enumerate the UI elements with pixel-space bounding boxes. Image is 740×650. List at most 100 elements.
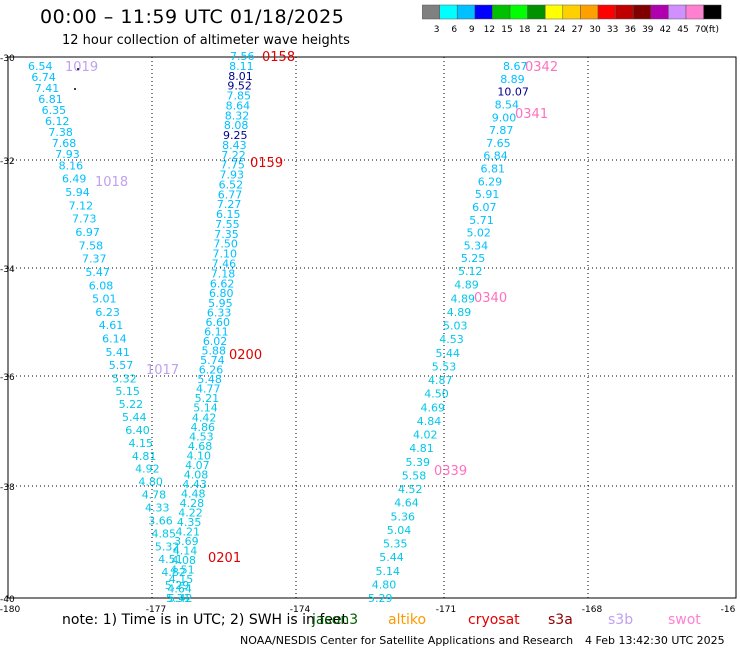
wave-height-value: 7.12	[69, 199, 94, 212]
wave-height-value: 4.15	[129, 437, 154, 450]
wave-height-value: 7.93	[55, 148, 80, 161]
wave-height-value: 4.81	[132, 450, 157, 463]
wave-height-value: 5.29	[165, 579, 190, 592]
wave-height-value: 4.85	[152, 527, 177, 540]
longitude-label: -174	[290, 605, 311, 615]
wave-height-value: 6.15	[216, 208, 241, 221]
wave-height-value: 5.44	[122, 411, 147, 424]
wave-height-value: 7.41	[35, 82, 60, 95]
wave-height-value: 7.50	[213, 238, 238, 251]
wave-height-value: 4.89	[451, 292, 476, 305]
wave-height-value: 5.42	[168, 592, 193, 605]
legend-label: 24	[554, 25, 566, 35]
wave-height-value: 5.15	[115, 385, 140, 398]
wave-height-value: 4.82	[161, 566, 186, 579]
map-subtitle: 12 hour collection of altimeter wave hei…	[62, 33, 350, 48]
wave-height-value: 7.37	[82, 253, 107, 266]
wave-height-value: 6.02	[203, 335, 228, 348]
wave-height-value: 7.22	[221, 149, 246, 162]
wave-height-value: 7.27	[217, 198, 242, 211]
wave-height-value: 7.58	[79, 239, 104, 252]
wave-height-value: 5.21	[195, 392, 220, 405]
wave-height-value: 5.44	[379, 551, 404, 564]
wave-height-value: 5.29	[368, 592, 393, 605]
legend-label: 12	[484, 25, 495, 35]
wave-height-value: 8.89	[500, 73, 525, 86]
wave-height-value: 6.23	[95, 306, 120, 319]
pass-time-label: 0159	[250, 156, 283, 171]
wave-height-value: 5.39	[406, 456, 431, 469]
satellite-jason3: jason3	[312, 612, 359, 628]
wave-height-value: 5.31	[166, 592, 191, 605]
legend-label: 33	[607, 25, 618, 35]
track-point-marker	[74, 88, 76, 90]
wave-height-value: 8.08	[224, 119, 249, 132]
satellite-s3b: s3b	[608, 612, 634, 628]
wave-height-value: 4.15	[169, 573, 194, 586]
wave-height-value: 4.86	[191, 421, 216, 434]
legend-label: 42	[660, 25, 671, 35]
longitude-label: -180	[0, 605, 20, 615]
legend-label: 18	[519, 25, 531, 35]
wave-height-value: 4.22	[178, 506, 203, 519]
longitude-label: -171	[436, 605, 456, 615]
wave-height-value: 5.94	[65, 186, 90, 199]
wave-height-value: 8.11	[229, 60, 254, 73]
wave-height-value: 8.67	[503, 60, 528, 73]
wave-height-value: 8.64	[226, 99, 251, 112]
pass-time-label: 1017	[146, 363, 179, 378]
wave-height-value: 10.07	[497, 86, 529, 99]
wave-height-value: 7.85	[227, 90, 252, 103]
wave-height-value: 6.11	[204, 326, 229, 339]
legend-label: 6	[451, 25, 457, 35]
wave-height-value: 7.35	[214, 228, 239, 241]
legend-label: 36	[624, 25, 636, 35]
wave-height-value: 3.69	[174, 535, 199, 548]
pass-time-label: 1018	[95, 175, 128, 190]
wave-height-value: 4.92	[135, 463, 160, 476]
wave-height-value: 4.80	[138, 476, 163, 489]
wave-height-value: 7.38	[48, 126, 73, 139]
wave-height-value: 7.18	[211, 267, 236, 280]
wave-height-value: 6.84	[483, 150, 508, 163]
wave-height-value: 4.69	[421, 401, 446, 414]
color-legend: 3 6 9 12 15 18 21 24 27 30 33 36 39 42 45 70 (ft)	[422, 4, 722, 35]
wave-height-value: 3.66	[148, 514, 173, 527]
wave-height-value: 5.14	[193, 402, 218, 415]
wave-height-value: 4.84	[417, 415, 442, 428]
wave-height-value: 4.61	[99, 319, 124, 332]
legend-label: 30	[589, 25, 601, 35]
wave-height-value: 4.52	[398, 483, 423, 496]
wave-height-value: 5.35	[383, 538, 408, 551]
wave-height-value: 5.03	[443, 320, 468, 333]
wave-height-value: 5.58	[402, 469, 427, 482]
wave-height-value: 6.52	[219, 178, 244, 191]
wave-height-value: 6.07	[472, 201, 497, 214]
wave-height-value: 4.28	[180, 497, 205, 510]
latitude-label: -32	[0, 157, 15, 167]
longitude-label: -168	[582, 605, 603, 615]
wave-height-value: 4.35	[177, 516, 202, 529]
wave-height-value: 5.02	[466, 227, 491, 240]
latitude-label: -36	[0, 373, 15, 383]
wave-height-value: 5.41	[105, 346, 129, 359]
wave-height-value: 7.75	[220, 159, 245, 172]
wave-height-value: 6.49	[62, 173, 86, 186]
wave-height-value: 4.81	[409, 442, 434, 455]
legend-label: 9	[469, 25, 475, 35]
pass-time-label: 0340	[474, 291, 507, 306]
legend-label: 39	[642, 25, 654, 35]
wave-height-value: 4.78	[142, 489, 167, 502]
pass-time-label: 0158	[262, 50, 295, 65]
wave-height-value: 6.35	[42, 104, 66, 117]
wave-height-value: 5.01	[92, 293, 117, 306]
footer-date: 4 Feb 13:42:30 UTC 2025	[585, 634, 725, 647]
latitude-label: -38	[0, 483, 15, 493]
latitude-label: -34	[0, 265, 15, 275]
wave-height-value: 6.33	[207, 307, 232, 320]
satellite-cryosat: cryosat	[468, 612, 520, 628]
wave-height-value: 4.48	[181, 487, 206, 500]
map-frame	[7, 56, 737, 599]
legend-label: (ft)	[705, 25, 719, 35]
footer-credit: NOAA/NESDIS Center for Satellite Applica…	[240, 634, 574, 647]
